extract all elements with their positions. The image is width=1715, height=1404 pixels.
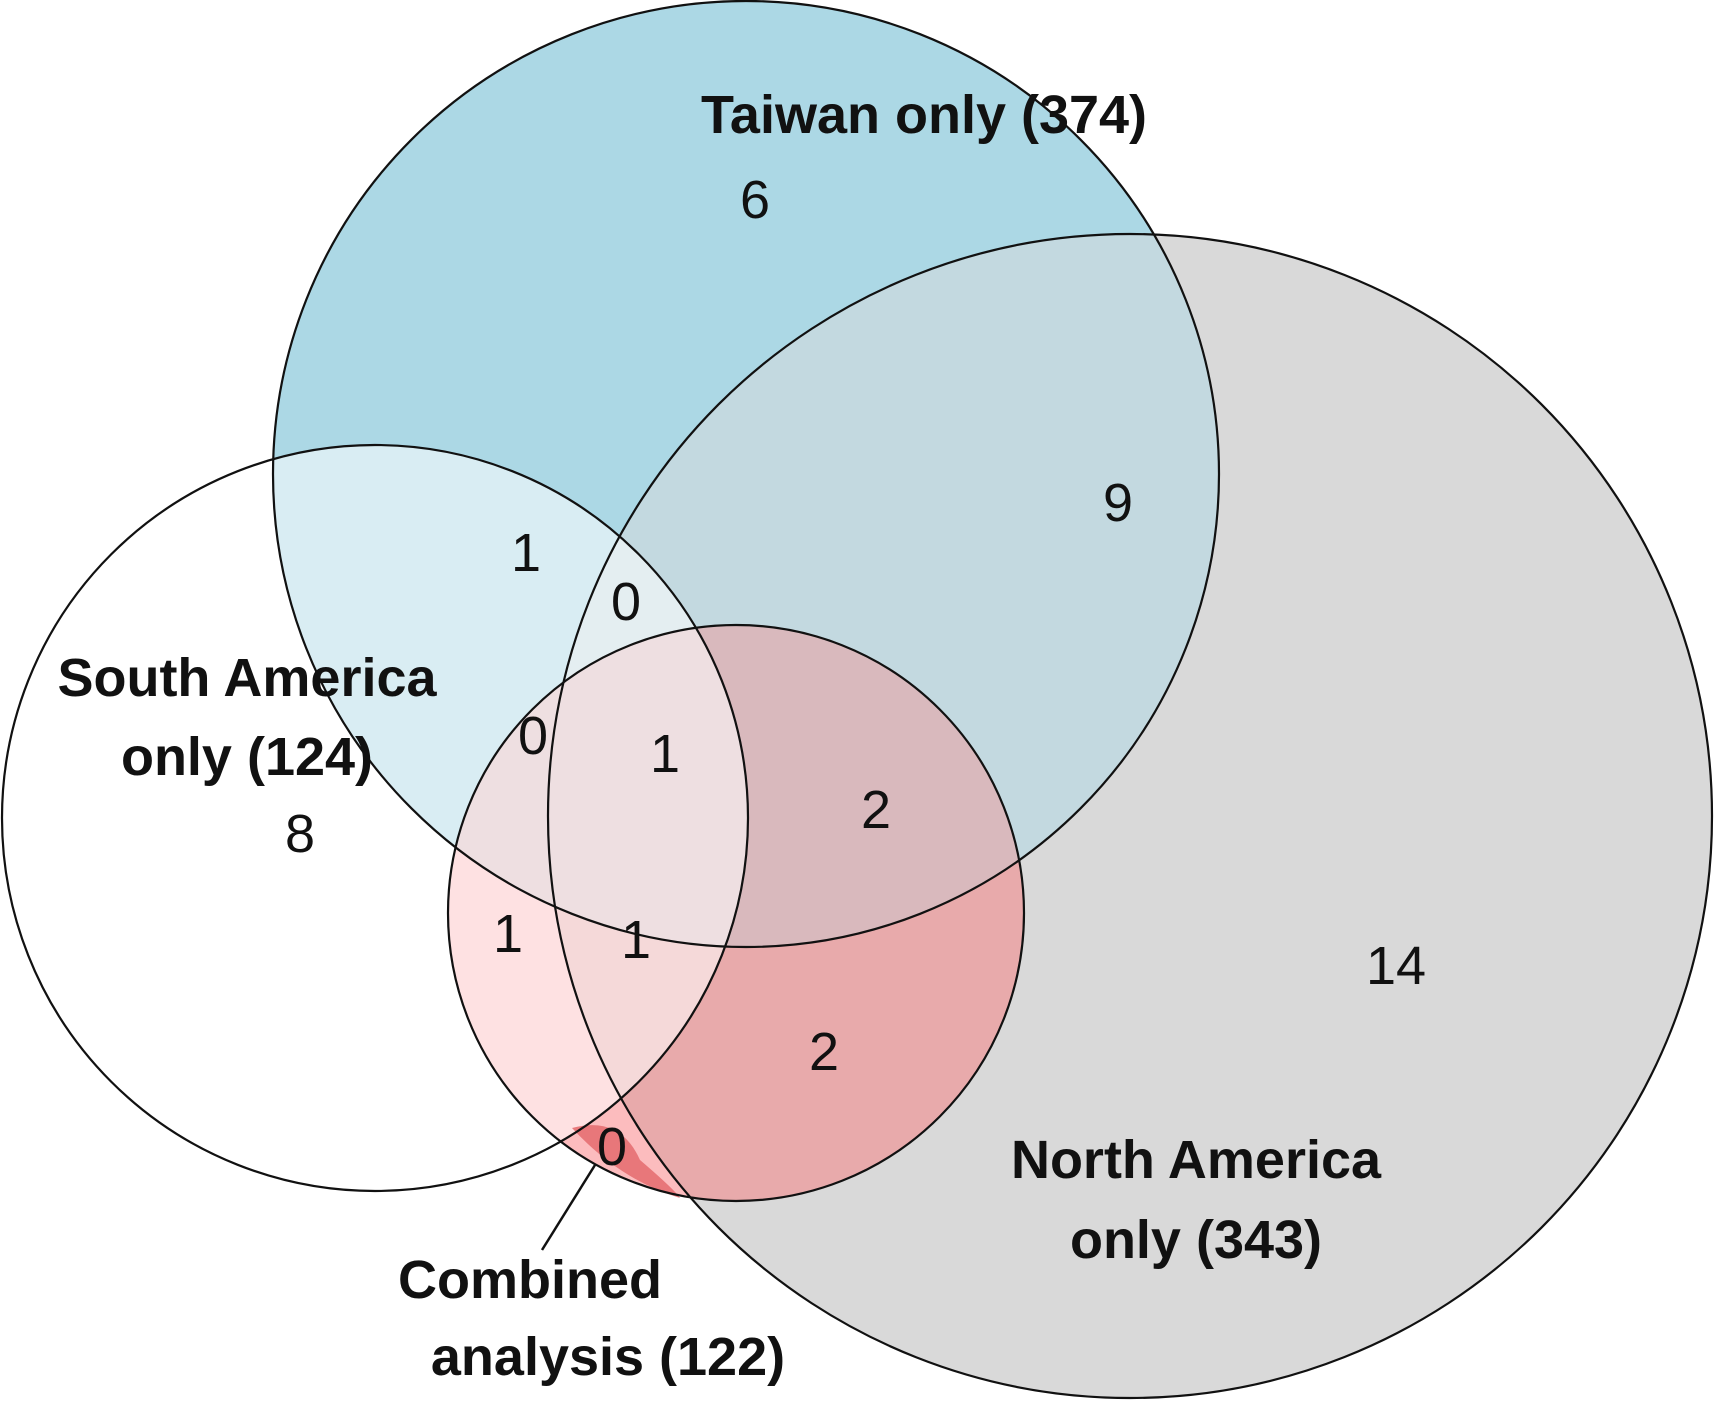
south-america-circle [0,443,750,1193]
region-count-north-only: 14 [1366,936,1426,996]
region-count-south-combined: 1 [493,904,523,964]
combined-label-line2: analysis (122) [431,1327,785,1387]
north-america-circle [546,232,1714,1400]
south-america-fill [2,445,748,1191]
region-count-all-four: 1 [650,724,680,784]
region-count-taiwan-south-combined: 0 [518,706,548,766]
taiwan-circle [272,0,1220,948]
region-count-taiwan-north-combined: 2 [861,780,891,840]
region-count-south-north-combined: 1 [621,910,651,970]
region-count-taiwan-south: 1 [511,523,541,583]
north-america-label-line2: only (343) [1070,1210,1322,1270]
region-count-south-only: 8 [285,804,315,864]
region-count-north-combined: 2 [809,1022,839,1082]
region-count-combined-north-outside-south: 0 [597,1117,627,1177]
region-count-taiwan-north: 9 [1103,473,1133,533]
region-count-taiwan-south-north: 0 [611,572,641,632]
combined-north-outside-south-wedge [572,1125,680,1198]
north-america-label-line1: North America [1011,1130,1382,1190]
taiwan-label: Taiwan only (374) [701,85,1147,145]
combined-label-line1: Combined [398,1250,662,1310]
combined-pointer-line [540,1164,597,1251]
region-count-taiwan-only: 6 [740,170,770,230]
south-america-label-line2: only (124) [121,727,373,787]
combined-circle [446,623,1026,1203]
south-america-label-line1: South America [57,648,437,708]
combined-north-overlap-fill [548,625,1024,1201]
